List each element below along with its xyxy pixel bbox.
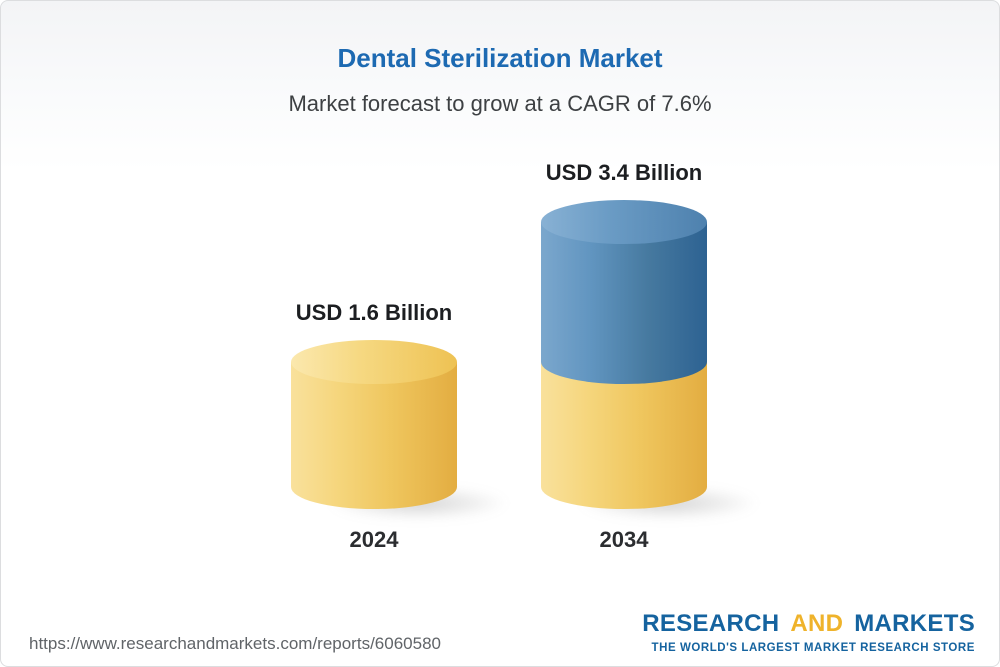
cylinder-segment-current-market: [291, 362, 457, 509]
chart-subtitle: Market forecast to grow at a CAGR of 7.6…: [288, 91, 712, 116]
value-label-2034: USD 3.4 Billion: [545, 159, 703, 185]
logo-word-research: RESEARCH: [642, 610, 780, 637]
research-and-markets-logo: RESEARCH AND MARKETS THE WORLD'S LARGEST…: [638, 610, 975, 654]
bar-group-2034: USD 3.4 Billion 2034: [541, 160, 763, 552]
report-url[interactable]: https://www.researchandmarkets.com/repor…: [29, 634, 441, 653]
cylinder-top-cap: [291, 340, 457, 385]
axis-label-2024: 2024: [349, 527, 399, 552]
chart-title: Dental Sterilization Market: [337, 43, 663, 73]
axis-label-2034: 2034: [599, 527, 649, 552]
cylinder-segment-base-market: [541, 362, 707, 509]
cylinder-segment-forecast-growth: [541, 221, 707, 385]
logo-word-and: AND: [790, 610, 844, 637]
bar-group-2024: USD 1.6 Billion 2024: [291, 300, 513, 552]
logo-tagline: THE WORLD'S LARGEST MARKET RESEARCH STOR…: [651, 642, 975, 654]
header: Dental Sterilization Market Market forec…: [1, 1, 999, 117]
footer: https://www.researchandmarkets.com/repor…: [29, 610, 975, 654]
logo-word-markets: MARKETS: [854, 610, 975, 637]
cylinder-2034: [541, 199, 707, 509]
cylinder-top-cap: [541, 199, 707, 244]
logo-wordmark: RESEARCH AND MARKETS: [638, 610, 975, 638]
cylinder-2024: [291, 340, 457, 509]
value-label-2024: USD 1.6 Billion: [295, 300, 453, 326]
